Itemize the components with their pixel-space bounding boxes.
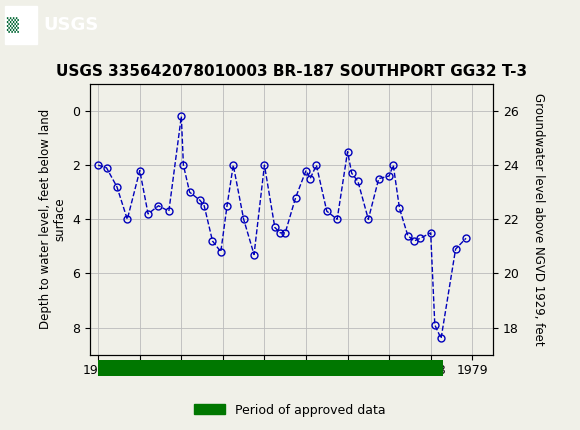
Text: ▒: ▒	[6, 17, 18, 33]
FancyBboxPatch shape	[5, 6, 37, 43]
Bar	[98, 360, 443, 376]
Title: USGS 335642078010003 BR-187 SOUTHPORT GG32 T-3: USGS 335642078010003 BR-187 SOUTHPORT GG…	[56, 64, 527, 79]
Text: USGS: USGS	[44, 16, 99, 34]
Y-axis label: Depth to water level, feet below land
surface: Depth to water level, feet below land su…	[39, 109, 67, 329]
Y-axis label: Groundwater level above NGVD 1929, feet: Groundwater level above NGVD 1929, feet	[532, 93, 545, 346]
Legend: Period of approved data: Period of approved data	[189, 399, 391, 421]
